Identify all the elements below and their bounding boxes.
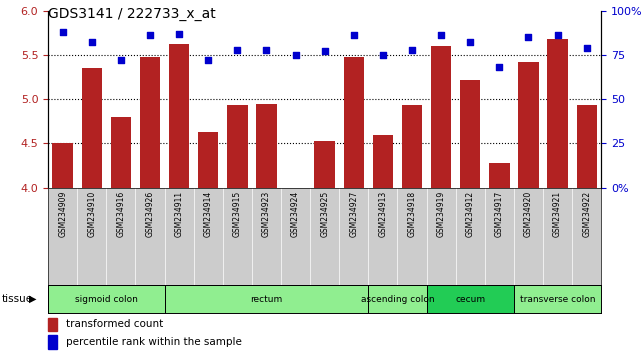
Bar (489, 163, 510, 188)
Point (262, 47, 272, 52)
Bar (53, 143, 73, 188)
Point (378, 52, 388, 58)
Text: ▶: ▶ (29, 294, 37, 304)
Text: GSM234922: GSM234922 (582, 190, 591, 237)
Point (465, 40, 476, 45)
Point (553, 33, 563, 38)
Point (203, 57, 213, 63)
Text: GSM234918: GSM234918 (408, 190, 417, 237)
Point (116, 57, 126, 63)
Bar (402, 105, 422, 188)
Text: tissue: tissue (1, 294, 33, 304)
Point (145, 33, 155, 38)
Point (87, 40, 97, 45)
Text: GSM234925: GSM234925 (320, 190, 329, 237)
Bar (547, 39, 568, 188)
Text: GSM234911: GSM234911 (174, 190, 183, 237)
Point (174, 31, 184, 36)
Point (290, 52, 301, 58)
Text: GSM234914: GSM234914 (204, 190, 213, 237)
Bar (369, 285, 426, 313)
Point (523, 34, 533, 40)
Bar (519, 62, 538, 188)
Text: GSM234919: GSM234919 (437, 190, 445, 237)
Text: GSM234916: GSM234916 (117, 190, 126, 237)
Bar (460, 80, 481, 188)
Bar (169, 44, 189, 188)
Point (436, 33, 446, 38)
Text: transverse colon: transverse colon (520, 295, 595, 304)
Bar (165, 285, 369, 313)
Bar (426, 285, 514, 313)
Bar (256, 103, 277, 188)
Text: GSM234927: GSM234927 (349, 190, 358, 237)
Text: ascending colon: ascending colon (361, 295, 434, 304)
Text: GSM234921: GSM234921 (553, 190, 562, 237)
Text: percentile rank within the sample: percentile rank within the sample (66, 337, 242, 347)
Text: GSM234913: GSM234913 (378, 190, 387, 237)
Bar (431, 46, 451, 188)
Text: transformed count: transformed count (66, 319, 163, 329)
Point (494, 64, 504, 70)
Bar (48, 335, 57, 349)
Bar (227, 105, 247, 188)
Point (407, 47, 417, 52)
Bar (111, 117, 131, 188)
Bar (344, 57, 364, 188)
Bar (48, 285, 165, 313)
Point (58, 29, 68, 35)
Text: GSM234924: GSM234924 (291, 190, 300, 237)
Bar (315, 141, 335, 188)
Point (349, 33, 359, 38)
Bar (140, 57, 160, 188)
Text: GSM234909: GSM234909 (58, 190, 67, 237)
Bar (198, 132, 219, 188)
Text: GSM234915: GSM234915 (233, 190, 242, 237)
Bar (81, 68, 102, 188)
Text: rectum: rectum (251, 295, 283, 304)
Text: GSM234912: GSM234912 (466, 190, 475, 237)
Text: GSM234926: GSM234926 (146, 190, 154, 237)
Bar (576, 105, 597, 188)
Bar (372, 135, 393, 188)
Point (581, 45, 592, 51)
Text: GSM234910: GSM234910 (87, 190, 96, 237)
Text: GSM234917: GSM234917 (495, 190, 504, 237)
Bar (48, 318, 57, 331)
Text: cecum: cecum (455, 295, 485, 304)
Text: sigmoid colon: sigmoid colon (75, 295, 138, 304)
Text: GDS3141 / 222733_x_at: GDS3141 / 222733_x_at (48, 7, 216, 21)
Text: GSM234920: GSM234920 (524, 190, 533, 237)
Bar (514, 285, 601, 313)
Text: GSM234923: GSM234923 (262, 190, 271, 237)
Point (232, 47, 242, 52)
Point (319, 48, 329, 54)
